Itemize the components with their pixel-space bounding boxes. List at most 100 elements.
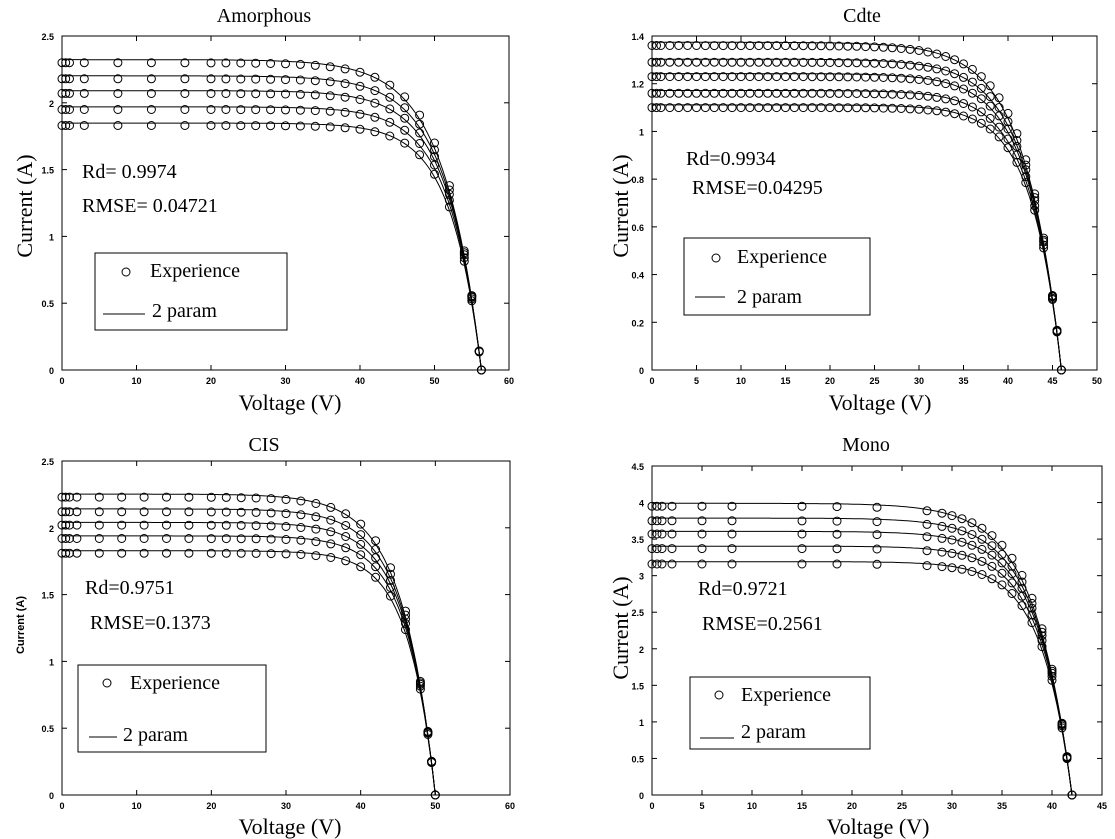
- experience-marker: [652, 103, 661, 113]
- experience-marker: [754, 103, 764, 113]
- experience-marker: [674, 57, 684, 67]
- legend-label-2-param: 2 param: [741, 721, 806, 743]
- y-tick-label: 0: [49, 791, 54, 801]
- experience-marker: [947, 548, 957, 558]
- experience-marker: [355, 109, 365, 119]
- experience-marker: [697, 516, 707, 526]
- experience-marker: [1007, 589, 1017, 598]
- experience-marker: [763, 103, 773, 113]
- experience-marker: [976, 118, 986, 128]
- experience-marker: [311, 499, 321, 508]
- experience-marker: [985, 101, 995, 111]
- experience-marker: [326, 539, 336, 549]
- experience-marker: [206, 548, 216, 558]
- experience-marker: [221, 492, 231, 502]
- y-tick-label: 1: [49, 232, 54, 242]
- experience-marker: [415, 139, 425, 148]
- experience-marker: [251, 534, 261, 544]
- experience-marker: [745, 88, 755, 98]
- experience-marker: [65, 548, 74, 558]
- experience-marker: [221, 520, 231, 530]
- experience-marker: [341, 556, 351, 566]
- experience-marker: [385, 92, 395, 102]
- experience-marker: [697, 559, 707, 569]
- experience-marker: [937, 508, 947, 518]
- chart-title: CIS: [248, 434, 279, 456]
- experience-marker: [221, 534, 231, 544]
- experience-marker: [266, 534, 276, 544]
- x-tick-label: 30: [947, 801, 957, 811]
- experience-marker: [117, 520, 127, 530]
- experience-marker: [852, 58, 862, 68]
- experience-marker: [647, 103, 657, 113]
- x-tick-label: 10: [131, 376, 141, 386]
- experience-marker: [311, 524, 321, 534]
- experience-marker: [326, 527, 336, 537]
- experience-marker: [311, 551, 321, 561]
- experience-marker: [1012, 157, 1022, 167]
- experience-marker: [922, 532, 932, 542]
- experience-marker: [798, 103, 808, 113]
- experience-marker: [997, 568, 1007, 578]
- experience-marker: [236, 548, 246, 558]
- experience-marker: [281, 522, 291, 531]
- series-line-2-param: [652, 90, 1062, 371]
- experience-marker: [941, 94, 951, 104]
- experience-marker: [61, 58, 71, 68]
- experience-marker: [356, 550, 366, 560]
- experience-marker: [852, 89, 862, 98]
- experience-marker: [652, 529, 662, 539]
- experience-marker: [957, 526, 967, 536]
- experience-marker: [296, 496, 306, 506]
- experience-marker: [754, 72, 764, 82]
- panel-mono: Mono Voltage (V) Current (A) Rd=0.9721 R…: [608, 434, 1107, 839]
- experience-marker: [789, 41, 799, 51]
- experience-marker: [184, 548, 194, 558]
- experience-marker: [266, 74, 276, 84]
- experience-marker: [146, 89, 156, 98]
- experience-marker: [656, 103, 666, 113]
- y-tick-label: 0.6: [631, 223, 644, 233]
- experience-marker: [683, 103, 693, 113]
- x-tick-label: 45: [1047, 376, 1057, 386]
- experience-marker: [266, 549, 276, 559]
- experience-marker: [370, 86, 380, 96]
- experience-marker: [922, 519, 932, 529]
- experience-marker: [296, 523, 306, 532]
- experience-marker: [709, 57, 719, 67]
- experience-marker: [1017, 577, 1027, 587]
- series-line-2-param: [62, 521, 436, 796]
- experience-marker: [816, 103, 826, 113]
- experience-marker: [665, 41, 675, 50]
- experience-marker: [852, 103, 862, 113]
- y-tick-label: 2: [639, 645, 644, 655]
- y-axis-label: Current (A): [608, 154, 633, 257]
- experience-marker: [781, 88, 790, 98]
- experience-marker: [113, 89, 123, 98]
- experience-marker: [985, 124, 995, 134]
- experience-marker: [430, 145, 439, 155]
- experience-marker: [665, 72, 675, 82]
- experience-marker: [932, 77, 942, 87]
- experience-marker: [281, 75, 290, 85]
- experience-marker: [1039, 233, 1049, 243]
- experience-marker: [184, 534, 194, 543]
- experience-marker: [266, 521, 276, 531]
- y-tick-label: 0.5: [631, 754, 644, 764]
- experience-marker: [816, 57, 826, 67]
- experience-marker: [947, 563, 957, 573]
- x-tick-label: 20: [847, 801, 857, 811]
- experience-marker: [281, 59, 290, 69]
- experience-marker: [692, 88, 701, 98]
- experience-marker: [1037, 631, 1047, 641]
- experience-marker: [798, 41, 808, 51]
- experience-marker: [896, 104, 906, 113]
- experience-marker: [386, 563, 395, 573]
- experience-marker: [236, 520, 246, 530]
- plot-frame: [651, 465, 1103, 796]
- experience-marker: [266, 494, 276, 504]
- experience-marker: [692, 41, 701, 50]
- axes-area: 0 10 20 30 40 50 60 0 0.5 1 1.5 2 2.5: [41, 32, 514, 386]
- experience-marker: [251, 74, 261, 84]
- experience-marker: [985, 113, 995, 123]
